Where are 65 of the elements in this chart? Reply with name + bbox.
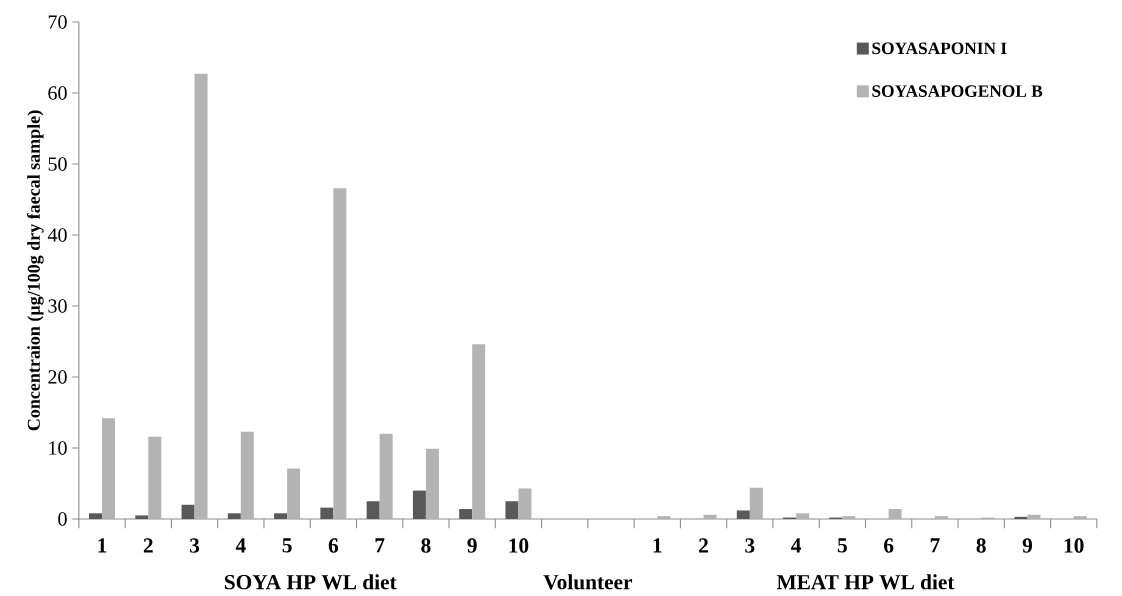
- x-tick-label: 9: [467, 538, 477, 553]
- y-tick-label: 10: [49, 441, 67, 455]
- x-tick-label: 2: [143, 538, 153, 553]
- bar: [89, 513, 103, 519]
- x-tick-label: 8: [976, 538, 986, 553]
- y-tick-label: 20: [48, 370, 67, 384]
- y-axis-title: Concentraion (µg/100g dry faecal sample): [27, 110, 44, 431]
- x-tick-label: 1: [98, 538, 107, 553]
- bar: [412, 490, 426, 519]
- bar: [366, 501, 380, 519]
- x-tick-label: 6: [884, 538, 894, 553]
- x-tick-label: 4: [791, 538, 802, 553]
- y-tick-label: 70: [48, 15, 67, 29]
- bar: [736, 510, 750, 519]
- text: SOYA HP WL diet: [224, 574, 397, 590]
- bar: [227, 513, 241, 519]
- bar: [181, 504, 195, 519]
- x-tick-label: 7: [375, 538, 385, 553]
- bar: [505, 501, 519, 519]
- x-tick-label: 7: [930, 538, 940, 553]
- bar: [274, 513, 288, 519]
- y-tick-label: 50: [48, 157, 67, 171]
- x-tick-label: 3: [745, 538, 755, 553]
- bar: [287, 468, 301, 519]
- bar: [518, 488, 532, 519]
- bar: [1073, 516, 1087, 519]
- bar: [703, 514, 717, 519]
- legend-label: SOYASAPOGENOL B: [872, 85, 1043, 97]
- bar: [472, 344, 486, 519]
- bar: [379, 433, 393, 519]
- bar: [657, 516, 671, 519]
- y-tick-label: 60: [48, 86, 67, 100]
- bar: [1027, 514, 1041, 519]
- x-tick-label: 6: [328, 538, 339, 553]
- bar: [135, 515, 149, 519]
- text: Volunteer: [543, 574, 633, 590]
- x-tick-label: 8: [421, 538, 431, 553]
- text: MEAT HP WL diet: [776, 574, 955, 590]
- bar: [888, 509, 902, 519]
- bar: [796, 513, 810, 519]
- bar: [102, 418, 116, 519]
- x-tick-label: 10: [1064, 538, 1084, 553]
- y-tick-label: 30: [48, 299, 67, 313]
- y-tick-label: 0: [58, 512, 67, 526]
- bar: [749, 487, 763, 519]
- bar: [148, 436, 162, 519]
- x-tick-label: 4: [235, 538, 246, 553]
- bar: [333, 188, 347, 519]
- bar: [934, 516, 948, 519]
- x-tick-label: 10: [509, 538, 529, 553]
- bar: [459, 509, 473, 519]
- bar: [842, 516, 856, 519]
- x-tick-label: 5: [282, 538, 292, 553]
- bar: [1014, 516, 1028, 519]
- x-tick-label: 2: [699, 538, 708, 553]
- bar: [320, 507, 334, 519]
- bar: [194, 73, 208, 519]
- x-tick-label: 3: [190, 538, 200, 553]
- y-tick-label: 40: [47, 228, 67, 242]
- x-tick-label: 1: [653, 538, 662, 553]
- legend-label: SOYASAPONIN I: [872, 42, 1007, 55]
- bar: [240, 431, 254, 519]
- x-tick-label: 9: [1022, 538, 1033, 553]
- bar: [425, 448, 439, 519]
- x-tick-label: 5: [837, 538, 847, 553]
